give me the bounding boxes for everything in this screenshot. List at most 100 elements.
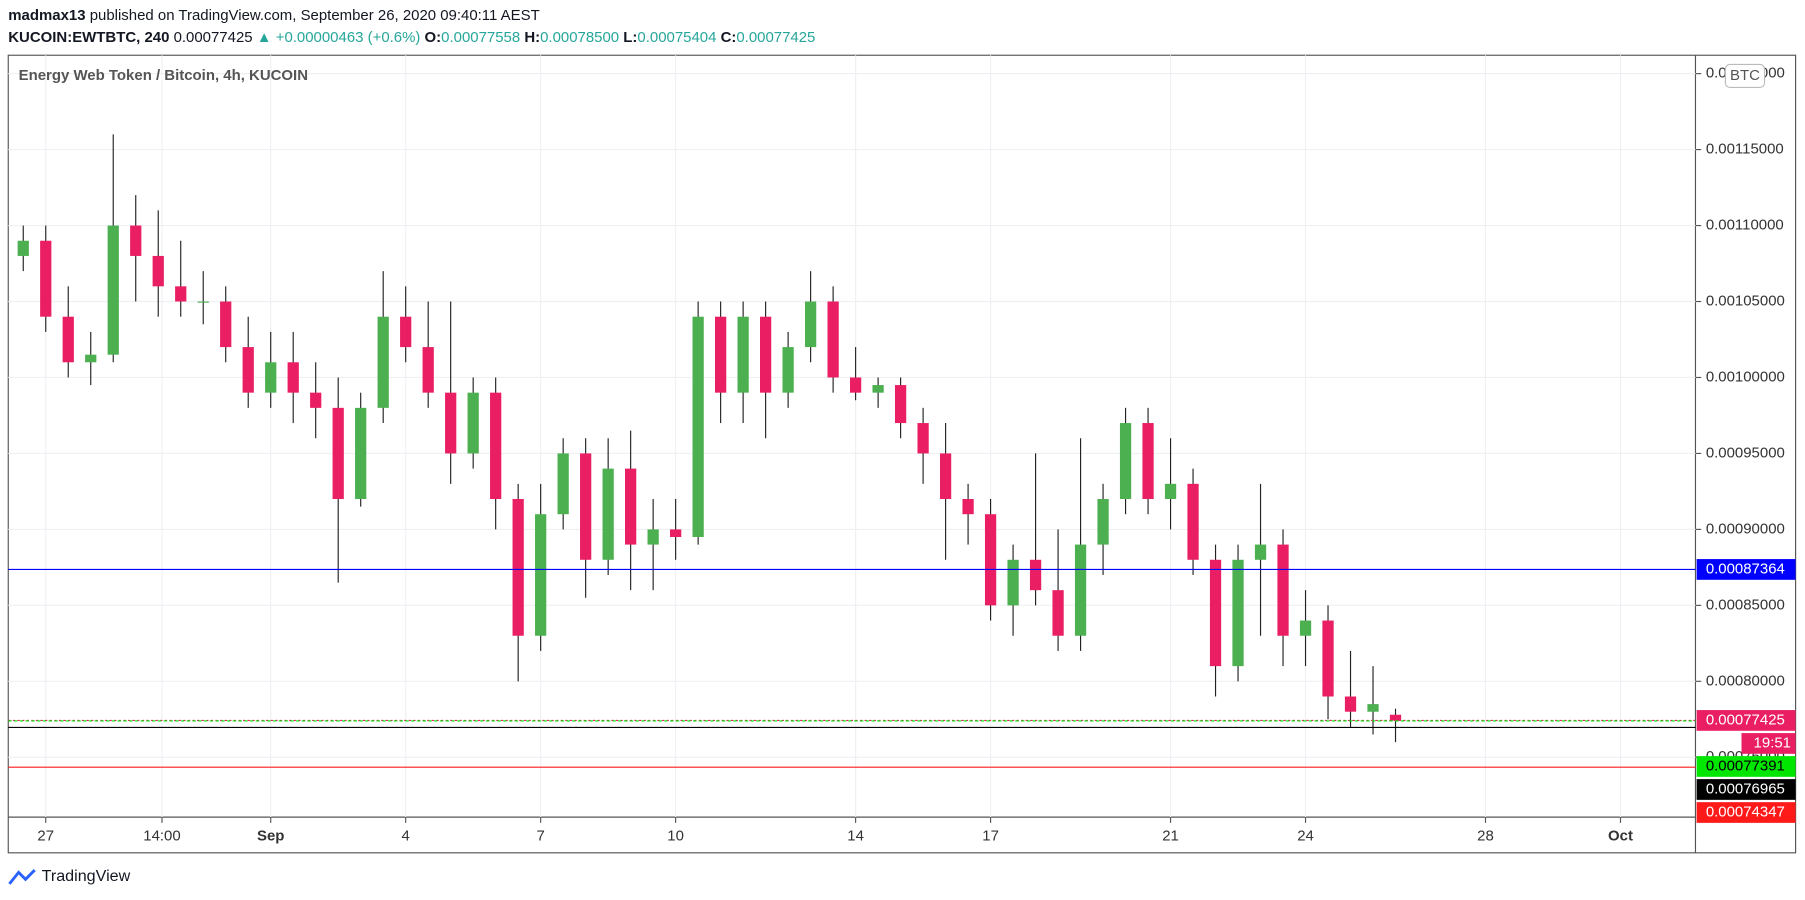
body — [1299, 620, 1312, 636]
body — [849, 377, 862, 393]
x-tick-label: Oct — [1608, 828, 1633, 845]
body — [1029, 559, 1042, 591]
candle — [760, 301, 772, 439]
body — [17, 240, 29, 256]
l-value: 0.00075404 — [637, 29, 716, 46]
candle — [242, 316, 254, 408]
y-tick-label: 0.00110000 — [1706, 217, 1784, 234]
o-value: 0.00077558 — [441, 29, 520, 46]
candle — [1007, 544, 1019, 636]
body — [152, 255, 164, 287]
logo[interactable]: TradingView — [8, 867, 131, 885]
change: +0.00000463 (+0.6%) — [276, 29, 421, 46]
body — [939, 453, 952, 500]
body — [1007, 559, 1019, 606]
x-tick-label: 27 — [37, 828, 54, 845]
body — [670, 529, 682, 537]
author: madmax13 — [8, 7, 85, 24]
body — [1367, 704, 1379, 712]
logo-icon — [8, 869, 36, 885]
candle — [962, 483, 974, 545]
candle — [1232, 544, 1244, 682]
c-value: 0.00077425 — [736, 29, 815, 46]
candle — [40, 225, 52, 332]
candle — [62, 286, 74, 378]
body — [400, 316, 412, 348]
candle — [535, 483, 547, 651]
candle — [984, 499, 997, 621]
body — [40, 240, 52, 317]
body — [1389, 714, 1402, 721]
body — [804, 301, 817, 348]
body — [422, 347, 434, 393]
candle — [1344, 650, 1357, 727]
body — [107, 225, 119, 355]
candle — [1277, 529, 1289, 667]
body — [962, 499, 974, 515]
candle — [490, 377, 502, 530]
candle — [1119, 407, 1132, 515]
body — [62, 316, 74, 363]
price-label-box — [1696, 802, 1796, 823]
body — [512, 499, 524, 636]
candle — [804, 271, 817, 363]
body — [1164, 483, 1177, 500]
candle — [894, 377, 907, 439]
body — [580, 453, 592, 560]
body — [1119, 423, 1132, 500]
body — [1142, 423, 1154, 500]
arrow: ▲ — [257, 29, 272, 46]
candle — [85, 331, 97, 386]
candle — [130, 195, 142, 302]
candle — [557, 438, 569, 530]
candle — [1299, 590, 1312, 667]
symbol: KUCOIN:EWTBTC, 240 — [8, 29, 169, 46]
candle — [1389, 708, 1402, 743]
candle — [265, 331, 277, 408]
y-tick-label: 0.00105000 — [1706, 292, 1785, 309]
x-tick-label: 14 — [847, 828, 864, 845]
price-label: 0.00077391 — [1706, 757, 1785, 774]
candle — [512, 483, 524, 682]
body — [377, 316, 389, 408]
body — [175, 286, 187, 302]
y-tick-label: 0.00090000 — [1706, 520, 1785, 537]
body — [1187, 483, 1199, 560]
plot — [8, 134, 1696, 768]
body — [535, 514, 547, 636]
candle — [332, 377, 344, 583]
body — [557, 453, 569, 515]
header-line: madmax13 published on TradingView.com, S… — [8, 7, 539, 24]
y-tick-label: 0.00095000 — [1706, 444, 1785, 461]
badge-box — [1724, 63, 1766, 89]
candle — [1254, 483, 1267, 636]
body — [760, 316, 772, 393]
y-tick-label: 0.00085000 — [1706, 596, 1785, 613]
candle — [175, 240, 187, 317]
candle — [1142, 407, 1154, 515]
published: published on TradingView.com, September … — [90, 7, 540, 24]
candle — [849, 347, 862, 401]
body — [1322, 620, 1334, 697]
chart-title: Energy Web Token / Bitcoin, 4h, KUCOIN — [19, 67, 308, 84]
candle — [1187, 468, 1199, 575]
price-label-box — [1696, 710, 1796, 731]
body — [287, 362, 299, 393]
x-tick-label: 17 — [982, 828, 999, 845]
footer: TradingView — [42, 867, 131, 885]
candle — [917, 407, 929, 484]
candle — [467, 377, 479, 469]
candle — [355, 392, 367, 507]
body — [625, 468, 637, 545]
countdown: 19:51 — [1754, 734, 1791, 751]
body — [490, 392, 502, 500]
price-label: 0.00077425 — [1706, 711, 1785, 728]
body — [917, 423, 929, 454]
candle — [1029, 453, 1042, 606]
body — [602, 468, 614, 560]
h-value: 0.00078500 — [540, 29, 619, 46]
candle — [377, 271, 389, 424]
price: 0.00077425 — [174, 29, 253, 46]
candle — [625, 430, 637, 591]
currency: BTC — [1730, 67, 1760, 84]
